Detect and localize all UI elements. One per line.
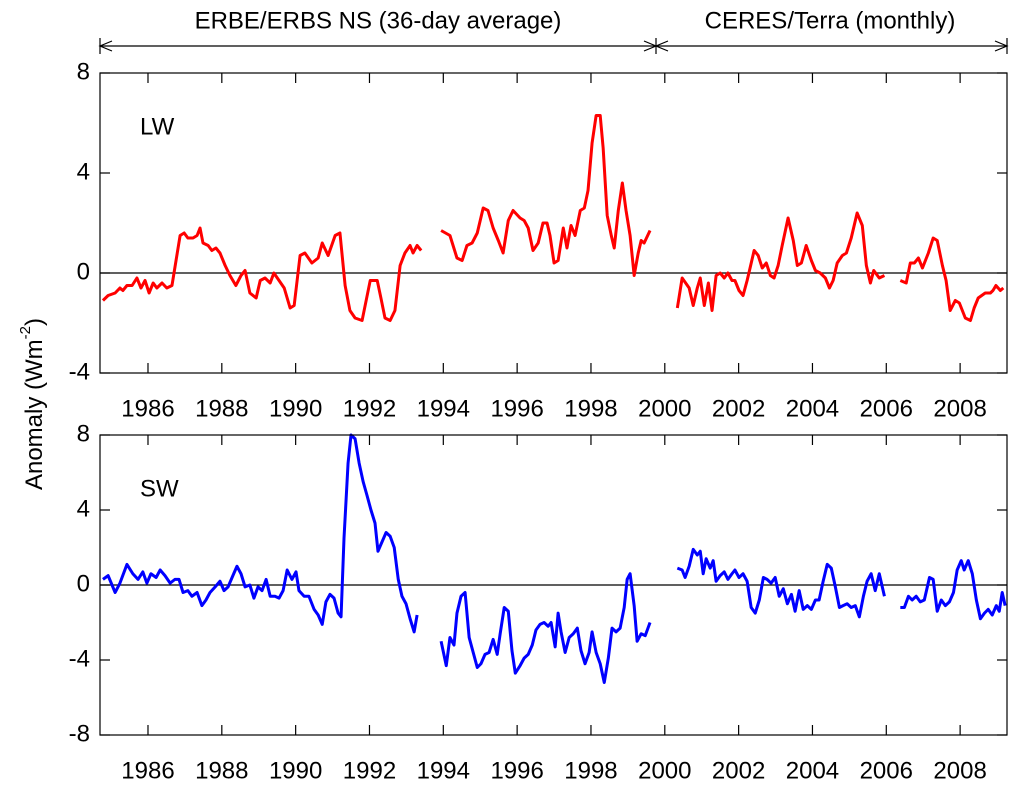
y-axis-label-close: ) (21, 318, 48, 326)
y-tick-label: -4 (69, 645, 90, 672)
x-tick-label: 1990 (269, 757, 322, 784)
x-tick-label: 1998 (564, 757, 617, 784)
y-tick-label: 8 (77, 420, 90, 447)
series-group (102, 433, 1007, 684)
x-tick-label: 1986 (121, 757, 174, 784)
y-tick-label: 4 (77, 158, 90, 185)
x-tick-label: 1996 (490, 395, 543, 422)
panel: -8 -4 0 4 8 1986 1988 1990 1992 1994 1996 1998 2000 2… (69, 420, 1008, 784)
plot-frame (99, 72, 1008, 374)
series-group (101, 114, 1005, 322)
x-tick-label: 1994 (417, 395, 470, 422)
panel: -4 0 4 8 1986 1988 1990 1992 1994 1996 1998 2000 200… (69, 58, 1008, 422)
x-tick-label: 2002 (712, 757, 765, 784)
x-tick-label: 2006 (860, 395, 913, 422)
x-tick-label: 2000 (638, 757, 691, 784)
y-tick-label: -4 (69, 358, 90, 385)
y-tick-label: 8 (77, 58, 90, 85)
x-tick-label: 1994 (417, 757, 470, 784)
x-tick-label: 2008 (933, 395, 986, 422)
x-tick-label: 2004 (786, 395, 839, 422)
series-label: LW (140, 113, 175, 140)
y-tick-label: 0 (77, 570, 90, 597)
x-tick-label: 1992 (343, 395, 396, 422)
y-tick-label: -8 (69, 720, 90, 747)
x-tick-label: 2002 (712, 395, 765, 422)
y-axis-label-exponent: -2 (17, 326, 34, 339)
data-line (102, 433, 1007, 684)
x-tick-label: 1986 (121, 395, 174, 422)
period-arrows (98, 38, 1009, 54)
x-tick-label: 1996 (490, 757, 543, 784)
y-axis-label: Anomaly (Wm-2) (17, 318, 48, 490)
header-right: CERES/Terra (monthly) (705, 7, 956, 34)
y-tick-label: 4 (77, 495, 90, 522)
x-tick-label: 1990 (269, 395, 322, 422)
x-tick-label: 2008 (933, 757, 986, 784)
plot-frame (99, 434, 1008, 736)
header-left: ERBE/ERBS NS (36-day average) (195, 7, 562, 34)
x-tick-label: 1992 (343, 757, 396, 784)
y-tick-label: 0 (77, 258, 90, 285)
x-tick-label: 2006 (860, 757, 913, 784)
series-label: SW (140, 475, 179, 502)
x-tick-label: 2004 (786, 757, 839, 784)
y-axis-label-text: Anomaly (Wm (21, 339, 48, 490)
x-tick-label: 1988 (195, 395, 248, 422)
data-line (101, 114, 1005, 322)
x-tick-label: 1988 (195, 757, 248, 784)
x-tick-label: 1998 (564, 395, 617, 422)
x-tick-label: 2000 (638, 395, 691, 422)
